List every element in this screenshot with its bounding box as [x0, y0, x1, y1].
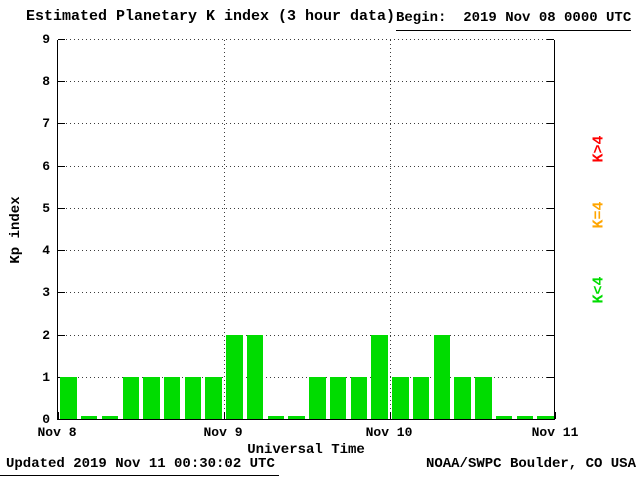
kp-bar [101, 416, 119, 419]
gridline-horizontal [58, 165, 554, 167]
kp-bar [454, 376, 471, 419]
kp-bar [143, 376, 160, 419]
kp-bar [164, 376, 181, 419]
gridline-horizontal [58, 39, 554, 40]
kp-bar [267, 416, 285, 419]
y-tick-mark-left [58, 123, 65, 125]
gridline-horizontal [58, 292, 554, 294]
updated-timestamp: Updated 2019 Nov 11 00:30:02 UTC [0, 456, 279, 476]
x-tick-mark [390, 412, 391, 419]
kp-bar [246, 334, 264, 419]
y-tick-label: 8 [42, 74, 50, 90]
y-tick-label: 5 [42, 200, 50, 216]
y-tick-mark-right [547, 165, 554, 167]
y-tick-mark-right [547, 292, 554, 294]
y-tick-label: 7 [42, 116, 50, 132]
kp-bar [350, 376, 368, 419]
kp-bar [495, 416, 513, 419]
kp-bar [412, 376, 430, 419]
gridline-vertical-day [223, 40, 225, 419]
begin-timestamp: Begin: 2019 Nov 08 0000 UTC [396, 10, 632, 31]
y-tick-mark-left [58, 292, 65, 294]
y-tick-mark-left [58, 81, 65, 83]
kp-bar [433, 334, 451, 419]
y-tick-mark-right [547, 250, 554, 252]
gridline-horizontal [58, 250, 554, 252]
x-tick-label: Nov 10 [365, 425, 413, 440]
y-axis-title: Kp index [8, 196, 24, 264]
kp-bar [371, 334, 388, 419]
y-tick-label: 3 [42, 285, 50, 301]
y-tick-label: 6 [42, 158, 50, 174]
kp-bar [226, 334, 243, 419]
x-tick-mark [555, 412, 556, 419]
plot-area [57, 39, 556, 420]
kp-bar [288, 416, 305, 419]
x-tick-label: Nov 8 [37, 425, 77, 440]
y-tick-mark-left [58, 334, 65, 336]
x-tick-mark [224, 412, 225, 419]
kp-bar [475, 376, 492, 419]
legend-item-k-gt-4: K>4 [590, 135, 608, 163]
chart-title: Estimated Planetary K index (3 hour data… [26, 8, 396, 25]
y-tick-label: 4 [42, 243, 50, 259]
kp-bar [537, 416, 554, 419]
kp-bar [184, 376, 202, 419]
kp-bar [205, 376, 222, 419]
kp-bar [60, 376, 77, 419]
y-tick-mark-right [547, 81, 554, 83]
x-axis-title: Universal Time [247, 442, 365, 458]
y-tick-mark-right [547, 207, 554, 209]
gridline-horizontal [58, 376, 554, 378]
y-tick-mark-right [547, 123, 554, 125]
y-tick-mark-left [58, 39, 65, 40]
kp-bar [392, 376, 409, 419]
kp-bar [122, 376, 139, 419]
x-tick-label: Nov 11 [531, 425, 579, 440]
gridline-horizontal [58, 334, 554, 336]
y-tick-label: 0 [42, 412, 50, 427]
gridline-horizontal [58, 207, 554, 209]
y-tick-mark-left [58, 207, 65, 209]
gridline-horizontal [58, 123, 554, 125]
legend-item-k-eq-4: K=4 [590, 201, 608, 229]
y-tick-label: 9 [42, 32, 50, 47]
gridline-horizontal [58, 81, 554, 83]
legend-item-k-lt-4: K<4 [590, 276, 608, 304]
kp-bar [329, 376, 347, 419]
y-tick-mark-left [58, 165, 65, 167]
y-tick-mark-left [58, 250, 65, 252]
kp-bar [80, 416, 98, 419]
kp-bar [516, 416, 534, 419]
y-tick-label: 1 [42, 369, 50, 385]
credit-text: NOAA/SWPC Boulder, CO USA [425, 456, 636, 472]
gridline-vertical-day [389, 40, 391, 419]
x-tick-mark [58, 412, 59, 419]
x-tick-label: Nov 9 [203, 425, 243, 440]
y-tick-mark-right [547, 334, 554, 336]
y-tick-label: 2 [42, 327, 50, 343]
y-tick-mark-right [547, 376, 554, 378]
y-tick-mark-right [547, 39, 554, 40]
kp-bar [309, 376, 326, 419]
